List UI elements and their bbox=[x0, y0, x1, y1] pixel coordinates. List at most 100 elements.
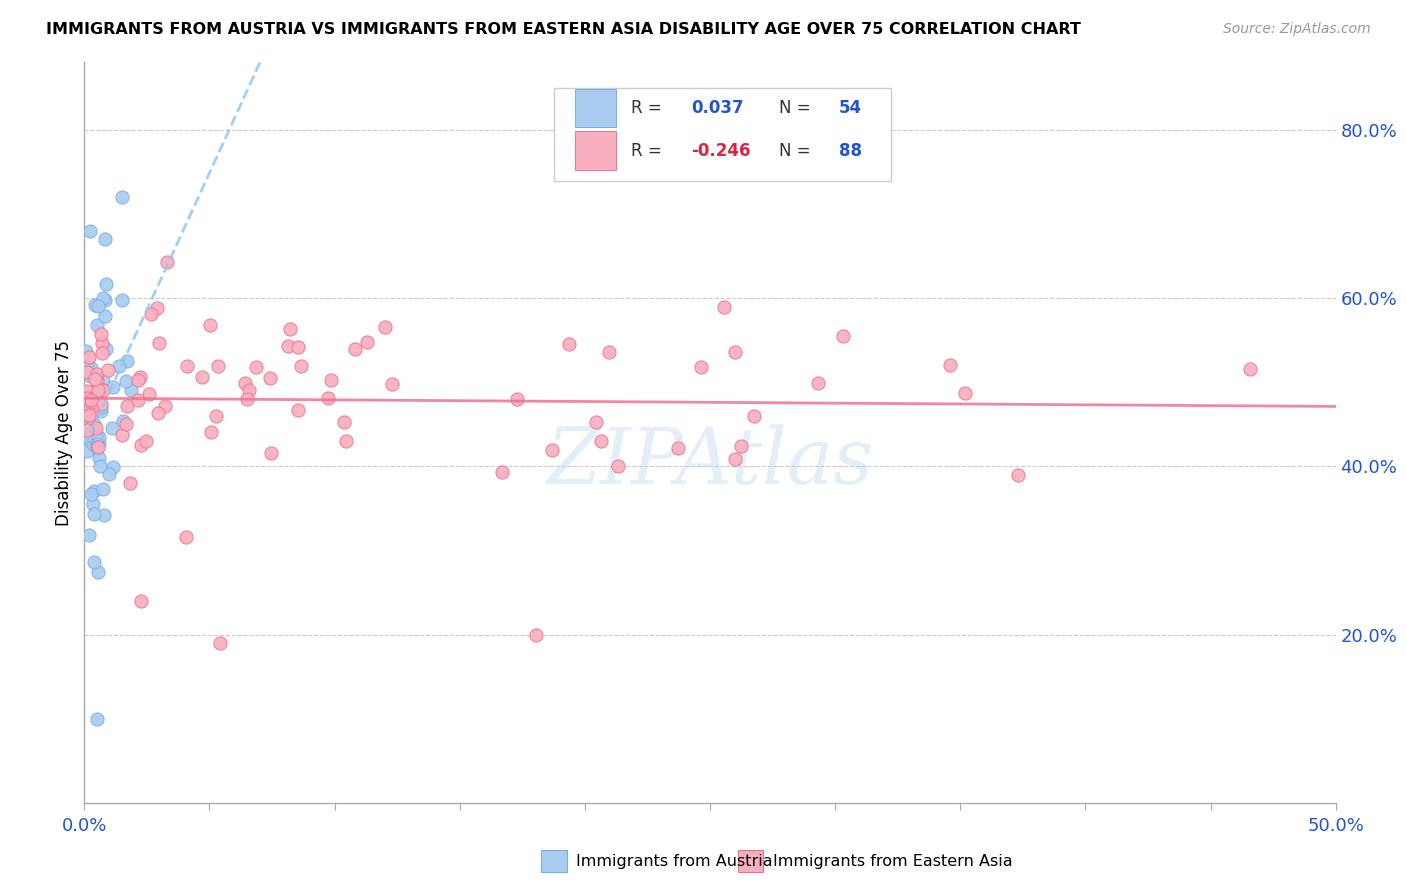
Point bbox=[91, 373, 114, 387]
Point bbox=[82, 497, 104, 511]
Point bbox=[91, 291, 114, 305]
Point bbox=[76, 443, 98, 458]
Point bbox=[558, 337, 581, 351]
Point bbox=[724, 451, 747, 466]
Point bbox=[93, 508, 115, 523]
Point bbox=[129, 437, 152, 451]
Point bbox=[724, 344, 747, 359]
Point bbox=[742, 409, 765, 423]
Point bbox=[94, 277, 117, 292]
Point bbox=[111, 293, 134, 307]
Point bbox=[94, 310, 117, 324]
Point bbox=[666, 441, 689, 455]
Point bbox=[506, 392, 529, 406]
Point bbox=[84, 421, 107, 435]
Point bbox=[111, 190, 134, 204]
Point bbox=[111, 428, 134, 442]
Point bbox=[524, 627, 547, 641]
Point bbox=[90, 326, 112, 341]
Point bbox=[90, 404, 112, 418]
Point bbox=[191, 370, 214, 384]
Point bbox=[83, 555, 105, 569]
Point bbox=[91, 336, 114, 351]
Point bbox=[278, 322, 301, 336]
Point bbox=[135, 434, 157, 449]
Point bbox=[245, 360, 267, 375]
Point bbox=[75, 428, 97, 442]
Point bbox=[83, 417, 105, 432]
Point bbox=[198, 318, 221, 332]
Point bbox=[87, 566, 110, 580]
Point bbox=[94, 232, 117, 246]
Point bbox=[176, 359, 198, 373]
Text: Immigrants from Austria: Immigrants from Austria bbox=[576, 854, 773, 869]
Point bbox=[831, 329, 853, 343]
Point bbox=[541, 442, 564, 457]
Point bbox=[146, 301, 169, 315]
Point bbox=[80, 402, 103, 417]
Point bbox=[79, 224, 101, 238]
Point bbox=[76, 423, 98, 437]
Point bbox=[90, 401, 112, 415]
Point bbox=[953, 385, 976, 400]
Point bbox=[153, 399, 176, 413]
Point bbox=[585, 415, 607, 429]
Point bbox=[86, 375, 108, 389]
Point bbox=[127, 392, 149, 407]
Point bbox=[233, 376, 256, 391]
Text: IMMIGRANTS FROM AUSTRIA VS IMMIGRANTS FROM EASTERN ASIA DISABILITY AGE OVER 75 C: IMMIGRANTS FROM AUSTRIA VS IMMIGRANTS FR… bbox=[46, 22, 1081, 37]
Point bbox=[333, 415, 356, 429]
Point bbox=[80, 419, 103, 434]
Point bbox=[120, 383, 142, 397]
Point bbox=[108, 359, 131, 373]
Point bbox=[79, 369, 101, 384]
Text: N =: N = bbox=[779, 142, 810, 160]
Point bbox=[86, 437, 108, 451]
Text: -0.246: -0.246 bbox=[692, 142, 751, 160]
Point bbox=[277, 339, 299, 353]
Point bbox=[204, 409, 226, 424]
Point bbox=[77, 528, 100, 542]
Point bbox=[118, 476, 141, 491]
Bar bbox=[575, 88, 616, 128]
Point bbox=[89, 430, 111, 444]
Point bbox=[1007, 467, 1029, 482]
Point bbox=[83, 298, 105, 312]
Point bbox=[87, 299, 110, 313]
Point bbox=[82, 437, 104, 451]
Point bbox=[807, 376, 830, 390]
Point bbox=[598, 344, 620, 359]
Point bbox=[607, 459, 630, 474]
Point bbox=[94, 293, 117, 308]
Point bbox=[76, 365, 98, 379]
Point bbox=[89, 458, 111, 473]
Point bbox=[335, 434, 357, 448]
Point bbox=[287, 403, 309, 417]
Point bbox=[1239, 362, 1261, 376]
Text: N =: N = bbox=[779, 99, 810, 117]
Point bbox=[319, 373, 342, 387]
Point bbox=[200, 425, 222, 439]
Text: Source: ZipAtlas.com: Source: ZipAtlas.com bbox=[1223, 22, 1371, 37]
Point bbox=[115, 417, 138, 431]
Point bbox=[139, 307, 162, 321]
Point bbox=[101, 460, 124, 475]
Point bbox=[287, 339, 309, 353]
FancyBboxPatch shape bbox=[554, 88, 891, 181]
Point bbox=[138, 387, 160, 401]
Point bbox=[127, 373, 149, 387]
Point bbox=[90, 397, 112, 411]
Point bbox=[91, 346, 114, 360]
Point bbox=[97, 362, 120, 376]
Point bbox=[87, 450, 110, 465]
Point bbox=[80, 386, 103, 401]
Point bbox=[83, 484, 105, 499]
Point bbox=[96, 342, 118, 356]
Point bbox=[174, 529, 197, 543]
Point bbox=[101, 421, 124, 435]
Point bbox=[80, 407, 103, 421]
Point bbox=[491, 465, 513, 479]
Point bbox=[84, 428, 107, 442]
Point bbox=[343, 343, 366, 357]
Text: Immigrants from Eastern Asia: Immigrants from Eastern Asia bbox=[773, 854, 1012, 869]
